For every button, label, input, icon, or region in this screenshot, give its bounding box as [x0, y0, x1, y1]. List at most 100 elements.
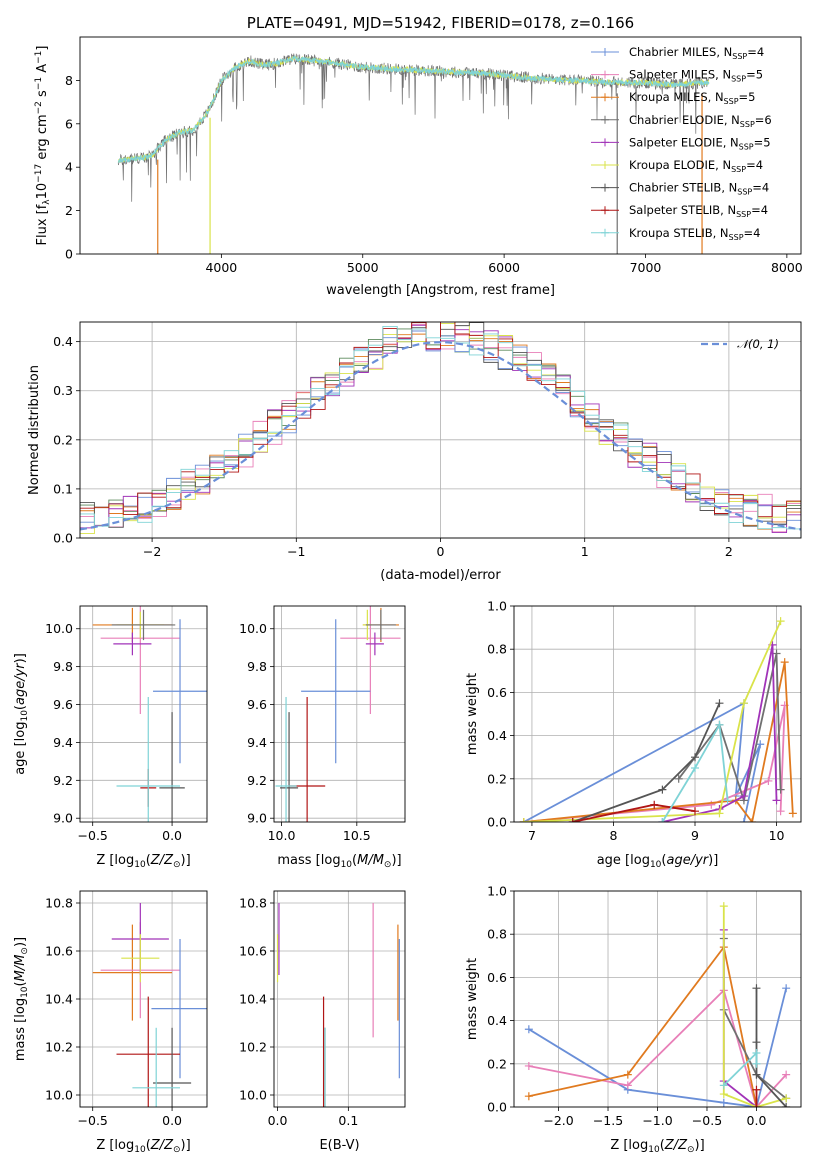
mass-weight-line: [523, 662, 794, 822]
data-point: [788, 809, 797, 818]
y-axis-label: mass [log10(M/M⊙)]: [13, 937, 30, 1061]
data-point: [776, 617, 785, 626]
y-tick-label: 0.4: [487, 1013, 507, 1028]
mass-weight-line: [572, 702, 721, 822]
x-axis-label: E(B-V): [319, 1138, 359, 1153]
x-tick-label: −0.5: [692, 1113, 722, 1128]
data-point: [752, 1070, 761, 1079]
plot-area: [92, 606, 207, 822]
spectrum-panel: 4000 5000 6000 7000 8000 0 2 4 6 8 PLATE=0491, MJD…: [34, 14, 803, 298]
legend-label: Kroupa MILES, NSSP=5: [629, 90, 755, 106]
y-tick-label: 10.6: [239, 944, 267, 959]
x-tick-label: −2: [143, 544, 161, 559]
data-point: [764, 776, 773, 785]
y-tick-label: 1.0: [487, 884, 507, 899]
data-point: [719, 1090, 728, 1099]
data-point: [719, 1098, 728, 1107]
y-tick-label: 0.8: [487, 642, 507, 657]
data-point: [691, 753, 700, 762]
data-point: [519, 818, 528, 822]
y-tick-label: 10.4: [239, 992, 267, 1007]
mass-weight-vs-age-panel: 7 8 9 10 0.0 0.2 0.4 0.6 0.8 1.0 age [log10(age/yr…: [465, 599, 802, 870]
data-point: [782, 1094, 791, 1103]
data-point: [776, 785, 785, 794]
mass-weight-vs-metallicity-panel: −2.0 −1.5 −1.0 −0.5 0.0 0.0 0.2 0.4 0.6 0.8 1.0 Z […: [465, 884, 802, 1155]
x-tick-label: 2: [725, 544, 733, 559]
x-tick-label: 0.1: [338, 1113, 358, 1128]
y-tick-label: 10.8: [239, 896, 267, 911]
mass-vs-extinction-panel: 0.0 0.1 10.0 10.2 10.4 10.6 10.8 E(B-V): [239, 890, 406, 1153]
legend-label: 𝒩(0, 1): [737, 337, 779, 351]
data-point: [524, 1061, 533, 1070]
data-point: [658, 818, 667, 822]
x-tick-label: 0: [437, 544, 445, 559]
x-tick-label: −0.5: [78, 1113, 108, 1128]
legend-label: Chabrier MILES, NSSP=4: [629, 45, 764, 61]
y-tick-label: 9.2: [53, 773, 73, 788]
y-tick-label: 0: [65, 247, 73, 262]
y-tick-label: 10.0: [239, 621, 267, 636]
mass-vs-metallicity-panel: −0.5 0.0 10.0 10.2 10.4 10.6 10.8 Z [log10(Z/Z⊙…: [13, 890, 208, 1155]
data-point: [739, 818, 748, 822]
y-tick-label: 10.0: [239, 1088, 267, 1103]
y-tick-label: 10.8: [45, 896, 73, 911]
data-point: [650, 800, 659, 809]
x-axis-label: age [log10(age/yr)]: [597, 853, 719, 870]
x-tick-label: 0.0: [268, 1113, 288, 1128]
legend-label: Salpeter ELODIE, NSSP=5: [629, 135, 771, 151]
y-tick-label: 0.6: [487, 685, 507, 700]
y-tick-label: 0.1: [53, 481, 73, 496]
data-point: [752, 1085, 761, 1094]
axes-frame: [79, 36, 802, 255]
y-tick-label: 0.2: [487, 1056, 507, 1071]
plot-area: [276, 903, 400, 1107]
age-vs-metallicity-panel: −0.5 0.0 9.0 9.2 9.4 9.6 9.8 10.0 Z [log10(Z/Z⊙)…: [13, 605, 208, 870]
plot-area: [524, 902, 791, 1107]
x-axis-label: Z [log10(Z/Z⊙)]: [96, 1138, 190, 1155]
y-tick-label: 0.2: [53, 432, 73, 447]
data-point: [723, 796, 732, 805]
legend-label: Chabrier ELODIE, NSSP=6: [629, 113, 772, 129]
axes-frame: [273, 605, 406, 823]
data-point: [568, 818, 577, 822]
y-tick-label: 1.0: [487, 599, 507, 614]
mass-weight-line: [523, 701, 762, 822]
y-axis-label: age [log10(age/yr)]: [13, 653, 30, 775]
legend-marker: [601, 93, 609, 102]
axes-frame: [513, 890, 802, 1108]
x-axis-label: Z [log10(Z/Z⊙)]: [610, 1138, 704, 1155]
y-tick-label: 10.0: [45, 1088, 73, 1103]
y-tick-label: 0.0: [487, 815, 507, 830]
data-point: [752, 1038, 761, 1047]
mass-weight-line: [523, 620, 782, 822]
x-tick-label: 4000: [205, 260, 237, 275]
y-tick-label: 9.4: [247, 735, 267, 750]
axes-frame: [273, 890, 406, 1108]
x-tick-label: 8000: [771, 260, 803, 275]
legend-label: Salpeter MILES, NSSP=5: [629, 68, 763, 84]
y-tick-label: 0.0: [487, 1100, 507, 1115]
data-point: [719, 902, 728, 911]
legend-label: Chabrier STELIB, NSSP=4: [629, 181, 769, 197]
x-tick-label: −1.0: [642, 1113, 672, 1128]
x-axis-label: wavelength [Angstrom, rest frame]: [326, 283, 555, 298]
data-point: [524, 1025, 533, 1034]
y-tick-label: 9.8: [247, 659, 267, 674]
x-tick-label: 6000: [488, 260, 520, 275]
legend-marker: [601, 115, 609, 124]
data-point: [752, 1103, 761, 1107]
y-axis-label: mass weight: [465, 673, 480, 755]
y-tick-label: 9.6: [247, 697, 267, 712]
plot-area: [519, 617, 797, 822]
y-tick-label: 10.6: [45, 944, 73, 959]
x-tick-label: 5000: [347, 260, 379, 275]
residuals-panel: −2 −1 0 1 2 0.0 0.1 0.2 0.3 0.4 (data-model)/error…: [27, 321, 802, 583]
plot-area: [275, 606, 401, 822]
x-tick-label: −1: [287, 544, 305, 559]
histogram-series: [80, 326, 801, 538]
age-vs-mass-panel: 10.0 10.5 9.0 9.2 9.4 9.6 9.8 10.0 mass [log10(M…: [239, 605, 406, 870]
x-tick-label: 0.0: [162, 828, 182, 843]
x-axis-label: mass [log10(M/M⊙)]: [277, 853, 401, 870]
y-tick-label: 2: [65, 203, 73, 218]
